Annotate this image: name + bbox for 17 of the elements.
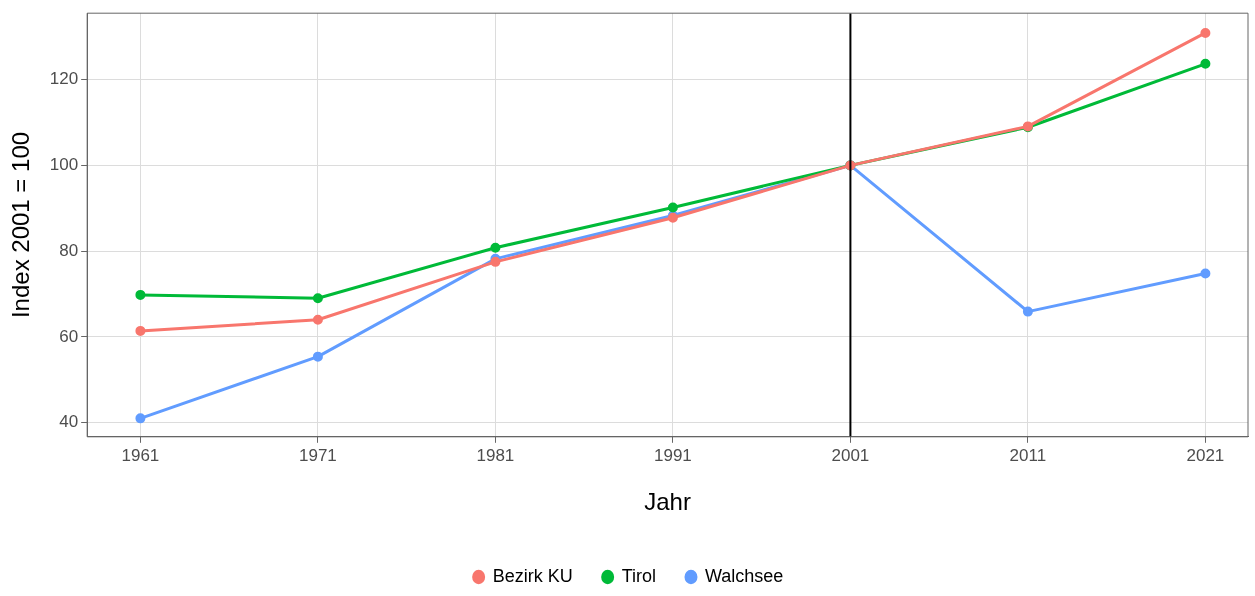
legend-label: Bezirk KU xyxy=(492,565,573,586)
y-axis-title: Index 2001 = 100 xyxy=(7,131,35,319)
x-tick-label: 2011 xyxy=(1009,445,1047,465)
y-tick-label: 60 xyxy=(59,326,79,346)
y-tick-label: 100 xyxy=(49,155,79,175)
x-tick-label: 1961 xyxy=(121,445,160,465)
y-tick-label: 80 xyxy=(59,240,79,260)
x-tick-label: 1971 xyxy=(299,445,337,465)
x-tick-label: 1991 xyxy=(653,445,692,465)
legend-label: Walchsee xyxy=(704,565,784,586)
y-tick-label: 40 xyxy=(59,412,79,432)
legend-label: Tirol xyxy=(621,565,656,586)
y-tick-label: 120 xyxy=(49,69,79,89)
x-tick-label: 2001 xyxy=(831,445,870,465)
x-axis-title: Jahr xyxy=(644,488,691,516)
x-tick-label: 2021 xyxy=(1186,445,1225,465)
x-tick-label: 1981 xyxy=(476,445,515,465)
